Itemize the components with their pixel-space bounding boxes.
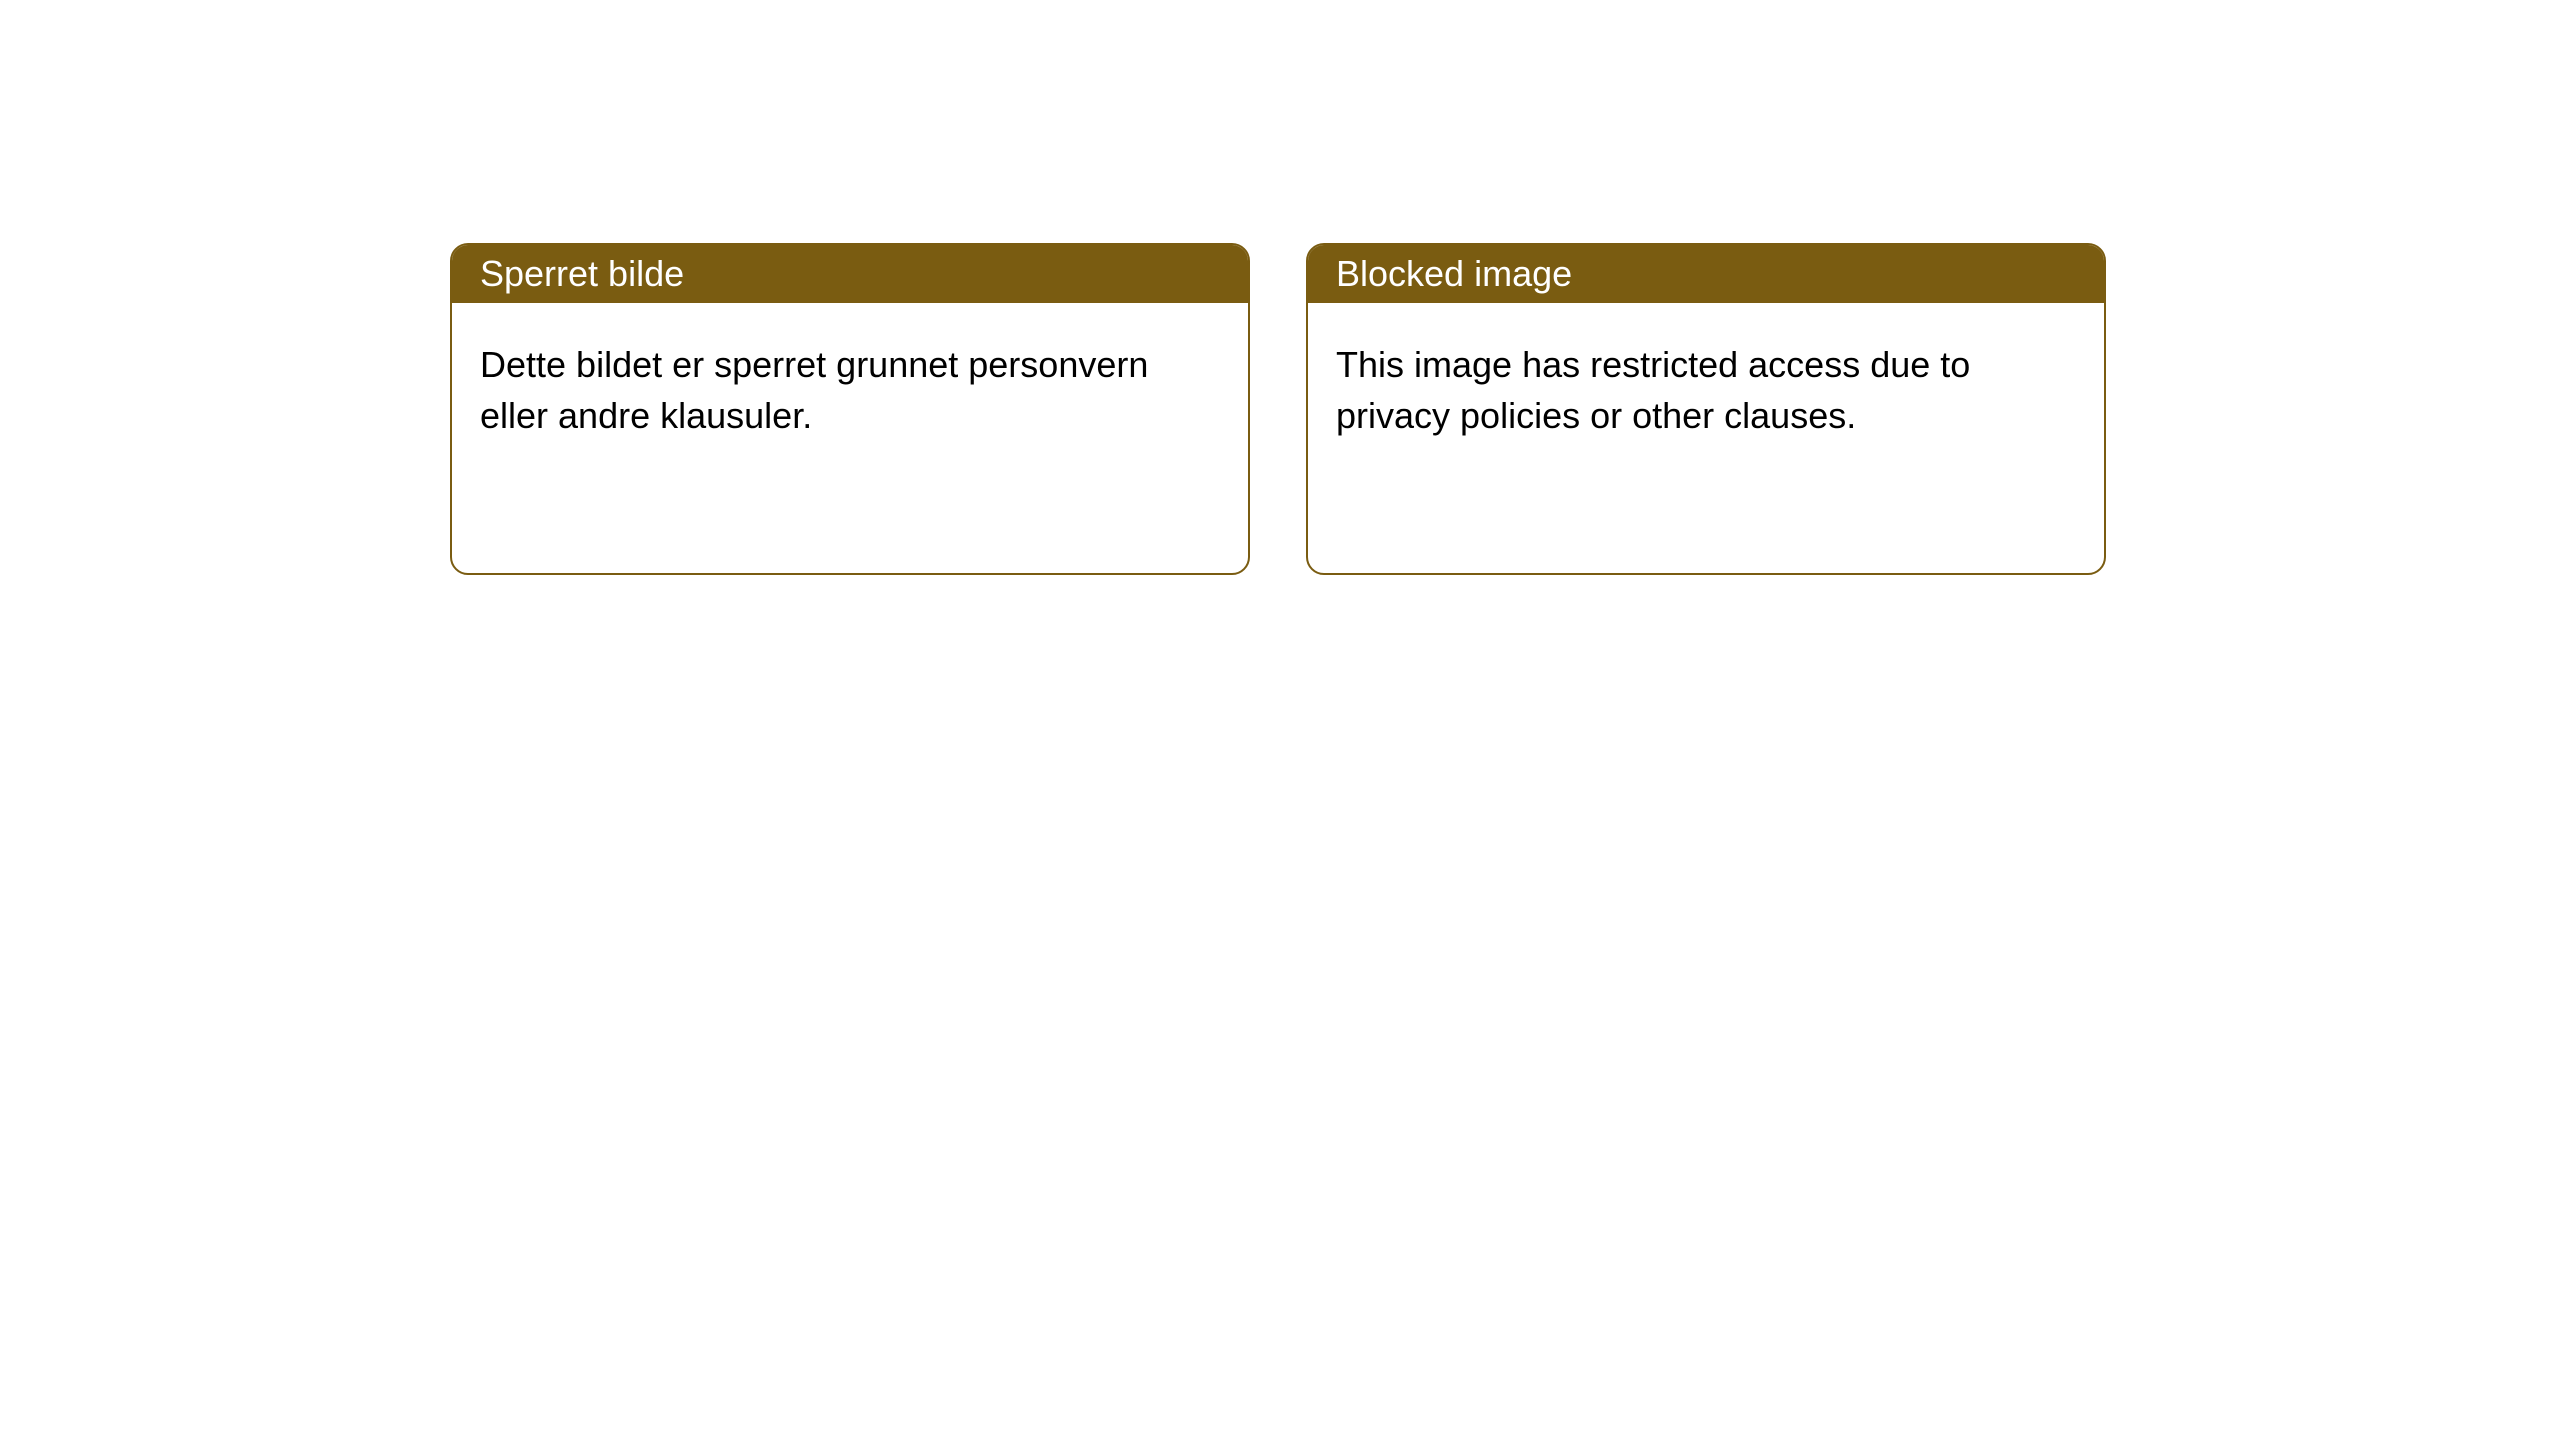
notice-header: Sperret bilde [452,245,1248,303]
notice-body: Dette bildet er sperret grunnet personve… [452,303,1248,477]
notice-body: This image has restricted access due to … [1308,303,2104,477]
notice-title: Sperret bilde [480,253,684,295]
notice-title: Blocked image [1336,253,1572,295]
notice-message: This image has restricted access due to … [1336,344,1970,436]
notice-message: Dette bildet er sperret grunnet personve… [480,344,1148,436]
notice-container: Sperret bilde Dette bildet er sperret gr… [0,0,2560,575]
notice-card-english: Blocked image This image has restricted … [1306,243,2106,575]
notice-card-norwegian: Sperret bilde Dette bildet er sperret gr… [450,243,1250,575]
notice-header: Blocked image [1308,245,2104,303]
